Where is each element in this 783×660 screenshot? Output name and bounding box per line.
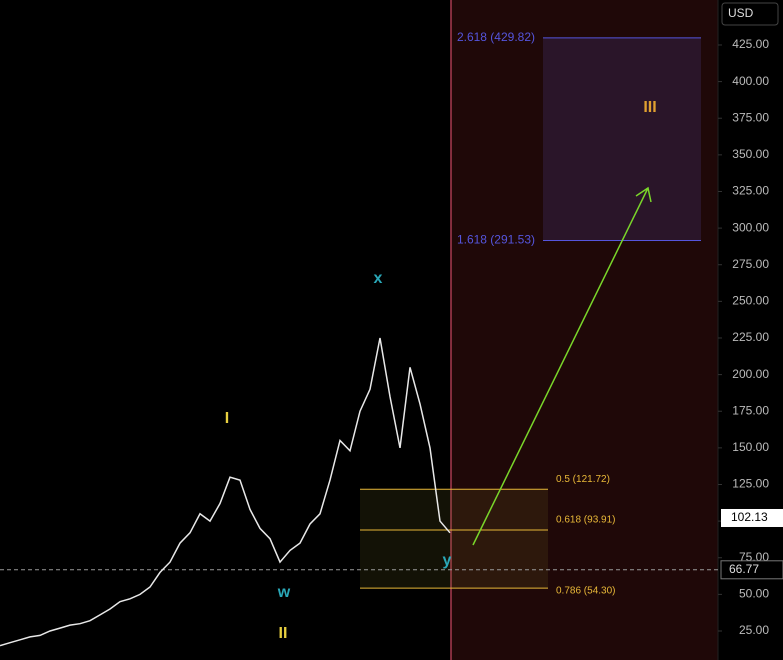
wave-label: II (279, 625, 288, 642)
y-tick-label: 225.00 (732, 330, 769, 344)
price-axis (718, 0, 783, 660)
projection-arrow (472, 187, 649, 546)
y-tick-label: 400.00 (732, 74, 769, 88)
fib-extension-zone (543, 37, 701, 241)
y-tick-label: 25.00 (739, 623, 769, 637)
y-tick-label: 175.00 (732, 403, 769, 417)
fib-retracement-zone (360, 489, 548, 589)
y-tick-label: 125.00 (732, 477, 769, 491)
currency-box[interactable] (721, 2, 779, 26)
fib-label: 2.618 (429.82) (457, 30, 535, 44)
y-tick-label: 200.00 (732, 367, 769, 381)
fib-label: 1.618 (291.53) (457, 233, 535, 247)
y-tick-label: 425.00 (732, 37, 769, 51)
fib-label: 0.5 (121.72) (556, 474, 610, 485)
wave-label: y (443, 552, 452, 569)
y-tick-label: 50.00 (739, 587, 769, 601)
last-price-label: 102.13 (731, 510, 768, 524)
y-tick-label: 250.00 (732, 294, 769, 308)
wave-label: I (225, 410, 229, 427)
wave-label: x (374, 270, 383, 287)
y-tick-label: 300.00 (732, 220, 769, 234)
wave-label: III (643, 99, 656, 116)
y-tick-label: 150.00 (732, 440, 769, 454)
y-tick-label: 350.00 (732, 147, 769, 161)
price-line (0, 337, 451, 647)
fib-label: 0.618 (93.91) (556, 515, 616, 526)
currency-label: USD (728, 6, 754, 20)
wave-label: w (277, 584, 291, 601)
y-tick-label: 275.00 (732, 257, 769, 271)
price-marker-box (720, 560, 783, 580)
fib-label: 0.786 (54.30) (556, 586, 616, 597)
price-marker-label: 66.77 (729, 562, 759, 576)
future-zone (451, 0, 718, 660)
last-price-box (721, 508, 783, 527)
arrow-head (635, 186, 652, 203)
y-tick-label: 325.00 (732, 184, 769, 198)
y-tick-label: 375.00 (732, 110, 769, 124)
